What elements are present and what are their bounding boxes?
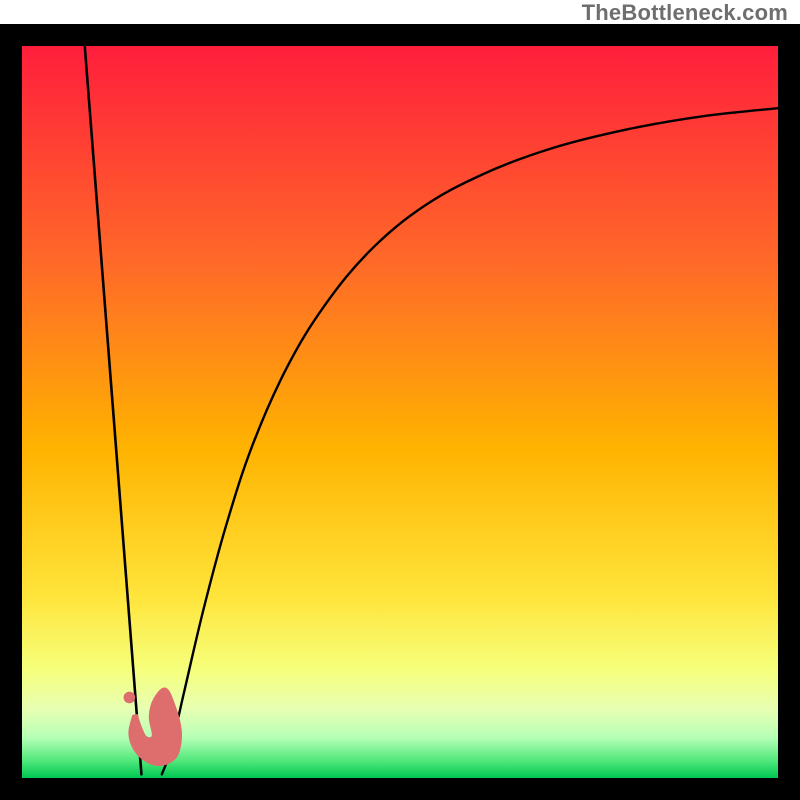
optimal-marker-dot	[124, 692, 136, 704]
bottleneck-chart	[0, 0, 800, 800]
chart-stage: TheBottleneck.com	[0, 0, 800, 800]
plot-background	[22, 46, 778, 778]
